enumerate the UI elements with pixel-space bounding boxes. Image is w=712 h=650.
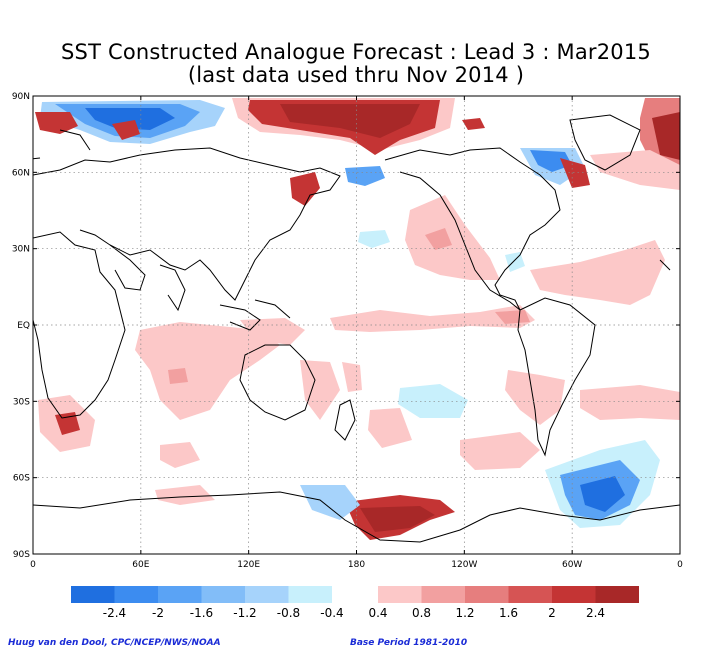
colorbar-swatch-negative	[71, 586, 115, 603]
lat-label: 90S	[13, 550, 30, 560]
map-subtitle: (last data used thru Nov 2014 )	[187, 63, 525, 87]
colorbar-label: 2.4	[586, 606, 605, 620]
lon-label: 120W	[451, 560, 477, 570]
colorbar-swatch-positive	[552, 586, 596, 603]
map-title: SST Constructed Analogue Forecast : Lead…	[61, 40, 651, 64]
colorbar-swatch-positive	[465, 586, 509, 603]
longitude-labels: 0 60E 120E 180 120W 60W 0	[30, 96, 683, 570]
colorbar-swatch-positive	[595, 586, 639, 603]
cold-anomaly-south-pacific	[398, 384, 468, 418]
colorbar-label: -2	[152, 606, 164, 620]
colorbar-swatch-negative	[158, 586, 202, 603]
warm-anomaly-indian-ocean	[135, 322, 280, 420]
colorbar-swatch-positive	[421, 586, 465, 603]
lat-label: 60S	[13, 474, 30, 484]
warm-anomaly-tropical-atlantic	[530, 240, 665, 305]
lon-label: 120E	[237, 560, 260, 570]
lon-label: 180	[348, 560, 365, 570]
australia-coastline	[239, 344, 316, 421]
warm-anomaly-okhotsk	[290, 172, 320, 206]
eurasia-coastline	[33, 147, 341, 301]
colorbar-swatch-positive	[508, 586, 552, 603]
colorbar-label: 1.6	[499, 606, 518, 620]
lat-label: 90N	[12, 92, 30, 102]
credit-text: Huug van den Dool, CPC/NCEP/NWS/NOAA	[8, 638, 221, 648]
warm-anomaly-ne-pacific	[405, 195, 500, 280]
colorbar-label: 0.4	[368, 606, 387, 620]
colorbar-label: -1.6	[190, 606, 213, 620]
colorbar-label: 2	[548, 606, 556, 620]
africa-coastline	[33, 231, 126, 419]
colorbar-label: 1.2	[455, 606, 474, 620]
colorbar-legend: -2.4 -2 -1.6 -1.2 -0.8 -0.4 0.4 0.8 1.2 1.6 2 2.4	[71, 586, 639, 620]
colorbar-swatch-positive	[378, 586, 422, 603]
north-america-coastline	[384, 147, 561, 311]
coastlines	[33, 114, 680, 543]
lat-label: EQ	[17, 321, 30, 331]
base-period-text: Base Period 1981-2010	[350, 638, 468, 648]
colorbar-label: -2.4	[103, 606, 126, 620]
colorbar-swatch-negative	[201, 586, 245, 603]
lon-label: 0	[677, 560, 683, 570]
lon-label: 60W	[562, 560, 582, 570]
lat-label: 30N	[12, 245, 30, 255]
lat-label: 30S	[13, 397, 30, 407]
anomaly-shading	[35, 98, 680, 540]
colorbar-swatch-negative	[114, 586, 158, 603]
colorbar-label: -1.2	[233, 606, 256, 620]
lon-label: 60E	[132, 560, 149, 570]
south-america-coastline	[517, 297, 596, 457]
colorbar-swatch-negative	[288, 586, 332, 603]
antarctica-coastline	[33, 491, 680, 543]
colorbar-label: -0.4	[320, 606, 343, 620]
latitude-labels: 90N 60N 30N EQ 30S 60S 90S	[12, 92, 680, 560]
colorbar-swatch-negative	[245, 586, 289, 603]
cold-anomaly-bering	[345, 166, 385, 186]
colorbar-label: -0.8	[277, 606, 300, 620]
lon-label: 0	[30, 560, 36, 570]
colorbar-label: 0.8	[412, 606, 431, 620]
lat-label: 60N	[12, 168, 30, 178]
